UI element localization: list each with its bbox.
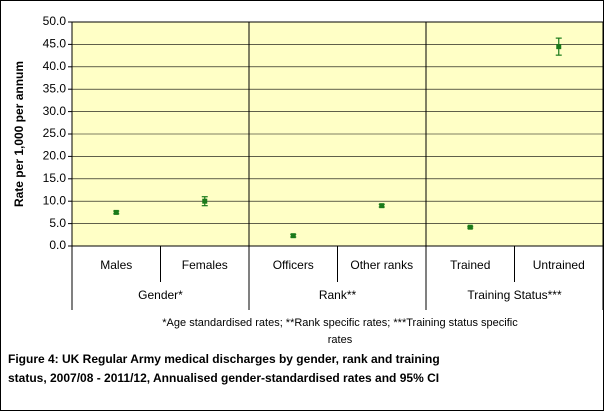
x-tick-label: Males bbox=[100, 258, 132, 272]
point bbox=[467, 224, 473, 230]
point bbox=[202, 198, 208, 204]
y-tick-label: 40.0 bbox=[43, 59, 67, 73]
y-tick-label: 10.0 bbox=[43, 193, 67, 207]
group-label: Gender* bbox=[138, 288, 183, 302]
point bbox=[556, 44, 562, 50]
y-tick-label: 5.0 bbox=[49, 216, 66, 230]
y-tick-label: 20.0 bbox=[43, 149, 67, 163]
y-tick-label: 0.0 bbox=[49, 238, 66, 252]
x-tick-label: Females bbox=[182, 258, 228, 272]
y-tick-label: 30.0 bbox=[43, 104, 67, 118]
group-label: Training Status*** bbox=[467, 288, 562, 302]
x-tick-label: Officers bbox=[273, 258, 314, 272]
point bbox=[290, 233, 296, 239]
y-tick-label: 25.0 bbox=[43, 126, 67, 140]
y-tick-label: 35.0 bbox=[43, 81, 67, 95]
caption: Figure 4: UK Regular Army medical discha… bbox=[8, 352, 440, 385]
x-tick-label: Trained bbox=[450, 258, 490, 272]
y-tick-label: 50.0 bbox=[43, 14, 67, 28]
group-label: Rank** bbox=[319, 288, 357, 302]
y-tick-label: 15.0 bbox=[43, 171, 67, 185]
x-tick-label: Other ranks bbox=[350, 258, 413, 272]
y-tick-label: 45.0 bbox=[43, 37, 67, 51]
point bbox=[113, 209, 119, 215]
x-tick-label: Untrained bbox=[533, 258, 585, 272]
y-axis-label: Rate per 1,000 per annum bbox=[12, 61, 26, 207]
point bbox=[379, 203, 385, 209]
footnote: *Age standardised rates; **Rank specific… bbox=[162, 317, 518, 346]
